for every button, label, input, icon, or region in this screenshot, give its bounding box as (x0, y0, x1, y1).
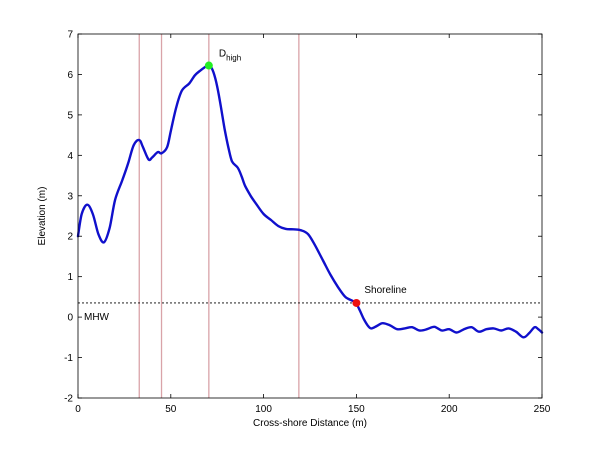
marker-label-1: Shoreline (364, 285, 407, 296)
profile-series-line (76, 63, 544, 339)
x-tick-label-3: 150 (348, 404, 365, 415)
x-axis-title: Cross-shore Distance (m) (253, 418, 367, 429)
y-tick-label-3: 1 (67, 272, 73, 283)
y-tick-label-7: 5 (67, 110, 73, 121)
marker-point-0 (204, 61, 213, 70)
y-tick-label-9: 7 (67, 30, 73, 41)
x-tick-label-0: 0 (75, 404, 81, 415)
marker-point-1 (352, 298, 361, 307)
vertical-markers (138, 34, 300, 398)
x-tick-label-4: 200 (441, 404, 458, 415)
y-axis-ticks: -2 -1 0 1 2 3 4 5 6 7 (64, 30, 542, 405)
y-tick-label-1: -1 (64, 353, 73, 364)
x-tick-label-1: 50 (165, 404, 177, 415)
y-tick-label-8: 6 (67, 70, 73, 81)
x-tick-label-2: 100 (255, 404, 272, 415)
y-tick-label-4: 2 (67, 232, 73, 243)
y-tick-label-0: -2 (64, 394, 73, 405)
y-tick-label-6: 4 (67, 151, 73, 162)
plot-frame (77, 33, 543, 399)
y-tick-label-5: 3 (67, 191, 73, 202)
y-axis-title: Elevation (m) (37, 187, 48, 246)
plot-area (78, 34, 542, 398)
marker-label-subscript-0: high (226, 54, 241, 63)
x-tick-label-5: 250 (534, 404, 551, 415)
mhw-label: MHW (84, 312, 110, 323)
x-axis-ticks: 0 50 100 150 200 250 (75, 34, 551, 415)
y-tick-label-2: 0 (67, 313, 73, 324)
